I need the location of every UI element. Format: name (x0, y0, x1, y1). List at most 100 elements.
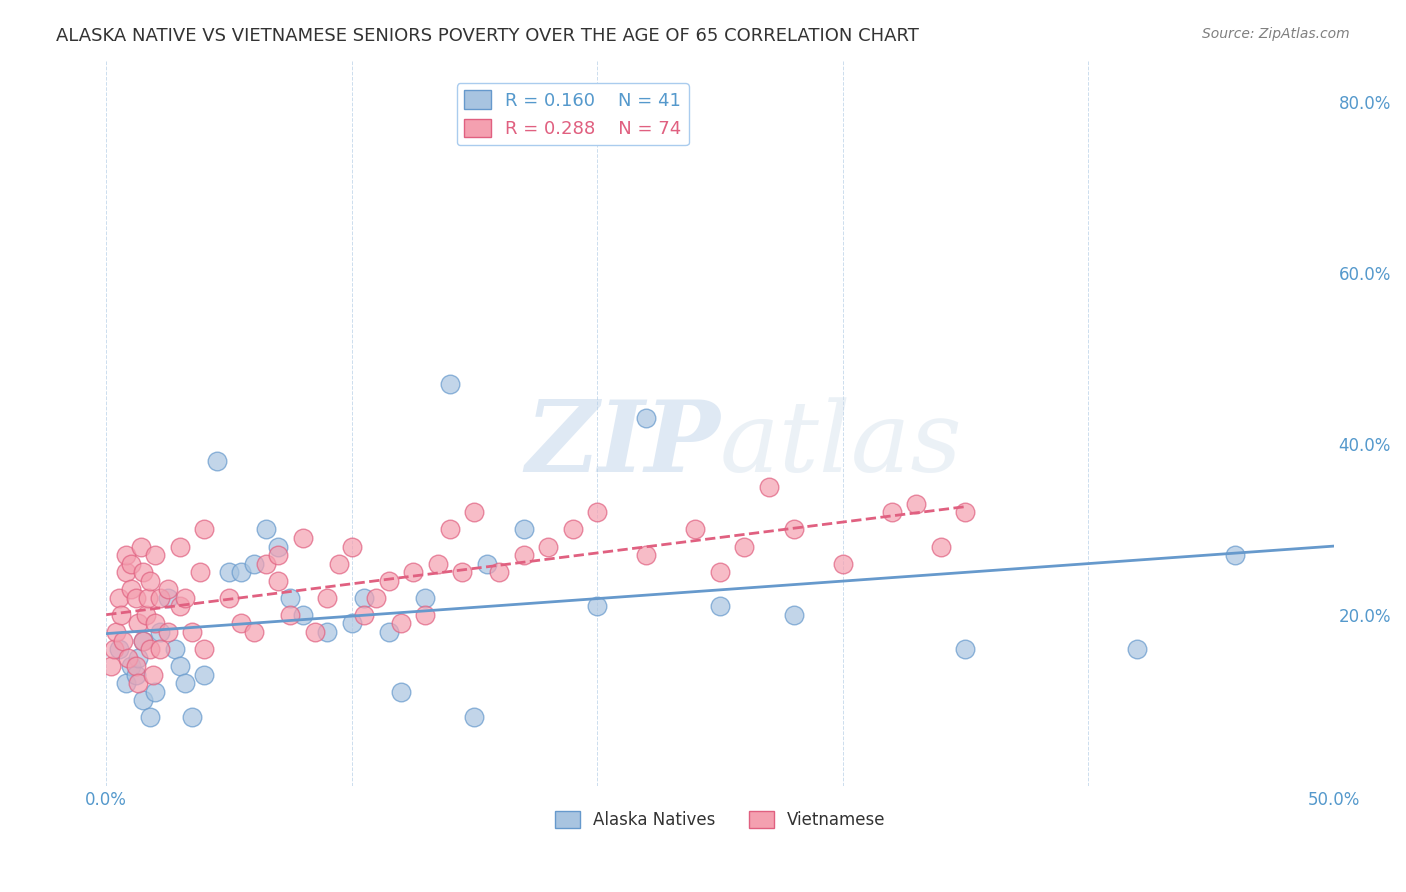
Point (218, 591, 240, 605)
Point (139, 710, 162, 724)
Point (136, 591, 159, 605)
Point (127, 650, 149, 665)
Point (181, 710, 204, 724)
Point (512, 548, 534, 562)
Point (955, 642, 977, 657)
Point (366, 591, 388, 605)
Point (340, 540, 363, 554)
Point (734, 540, 756, 554)
Point (340, 616, 363, 631)
Point (193, 642, 215, 657)
Point (316, 625, 339, 640)
Point (254, 557, 277, 571)
Point (389, 685, 412, 699)
Point (377, 574, 399, 588)
Point (134, 607, 156, 622)
Point (127, 676, 149, 690)
Point (1225, 548, 1247, 562)
Point (291, 607, 314, 622)
Point (267, 540, 290, 554)
Point (782, 523, 804, 537)
Point (205, 454, 228, 468)
Point (377, 625, 399, 640)
Point (132, 693, 155, 707)
Point (163, 642, 186, 657)
Point (353, 591, 375, 605)
Legend: Alaska Natives, Vietnamese: Alaska Natives, Vietnamese (548, 804, 891, 836)
Point (537, 540, 560, 554)
Point (512, 523, 534, 537)
Point (709, 565, 731, 579)
Point (267, 574, 290, 588)
Point (112, 633, 135, 648)
Point (955, 505, 977, 519)
Point (929, 540, 952, 554)
Point (488, 565, 510, 579)
Point (291, 531, 314, 545)
Point (280, 607, 302, 622)
Point (782, 607, 804, 622)
Point (439, 523, 461, 537)
Point (100, 659, 122, 673)
Point (304, 625, 326, 640)
Point (125, 667, 148, 681)
Point (143, 616, 166, 631)
Point (142, 667, 165, 681)
Point (169, 659, 191, 673)
Point (143, 685, 166, 699)
Point (173, 591, 195, 605)
Point (105, 625, 128, 640)
Point (402, 565, 425, 579)
Point (831, 557, 853, 571)
Point (149, 591, 172, 605)
Point (127, 616, 149, 631)
Point (139, 574, 162, 588)
Point (156, 625, 179, 640)
Point (125, 591, 148, 605)
Point (125, 659, 148, 673)
Point (120, 557, 142, 571)
Point (132, 633, 155, 648)
Point (267, 548, 290, 562)
Point (242, 557, 264, 571)
Point (389, 616, 412, 631)
Point (149, 625, 172, 640)
Point (110, 607, 132, 622)
Point (561, 523, 583, 537)
Point (231, 616, 253, 631)
Point (231, 565, 253, 579)
Point (181, 625, 204, 640)
Point (1126, 642, 1149, 657)
Point (129, 540, 152, 554)
Point (880, 505, 903, 519)
Point (905, 497, 928, 511)
Point (107, 591, 129, 605)
Point (636, 411, 658, 425)
Point (280, 591, 302, 605)
Point (415, 607, 437, 622)
Point (242, 625, 264, 640)
Point (451, 565, 474, 579)
Text: Source: ZipAtlas.com: Source: ZipAtlas.com (1202, 27, 1350, 41)
Point (103, 642, 125, 657)
Text: ZIP: ZIP (524, 396, 720, 492)
Point (169, 599, 191, 614)
Point (143, 548, 166, 562)
Point (132, 565, 155, 579)
Point (115, 676, 138, 690)
Point (120, 582, 142, 597)
Point (139, 642, 162, 657)
Point (156, 582, 179, 597)
Text: ALASKA NATIVE VS VIETNAMESE SENIORS POVERTY OVER THE AGE OF 65 CORRELATION CHART: ALASKA NATIVE VS VIETNAMESE SENIORS POVE… (56, 27, 920, 45)
Point (353, 607, 375, 622)
Point (463, 505, 485, 519)
Point (120, 659, 142, 673)
Point (132, 633, 155, 648)
Point (156, 591, 179, 605)
Text: atlas: atlas (720, 397, 963, 492)
Point (636, 548, 658, 562)
Point (475, 557, 498, 571)
Point (758, 480, 780, 494)
Point (463, 710, 485, 724)
Point (328, 557, 350, 571)
